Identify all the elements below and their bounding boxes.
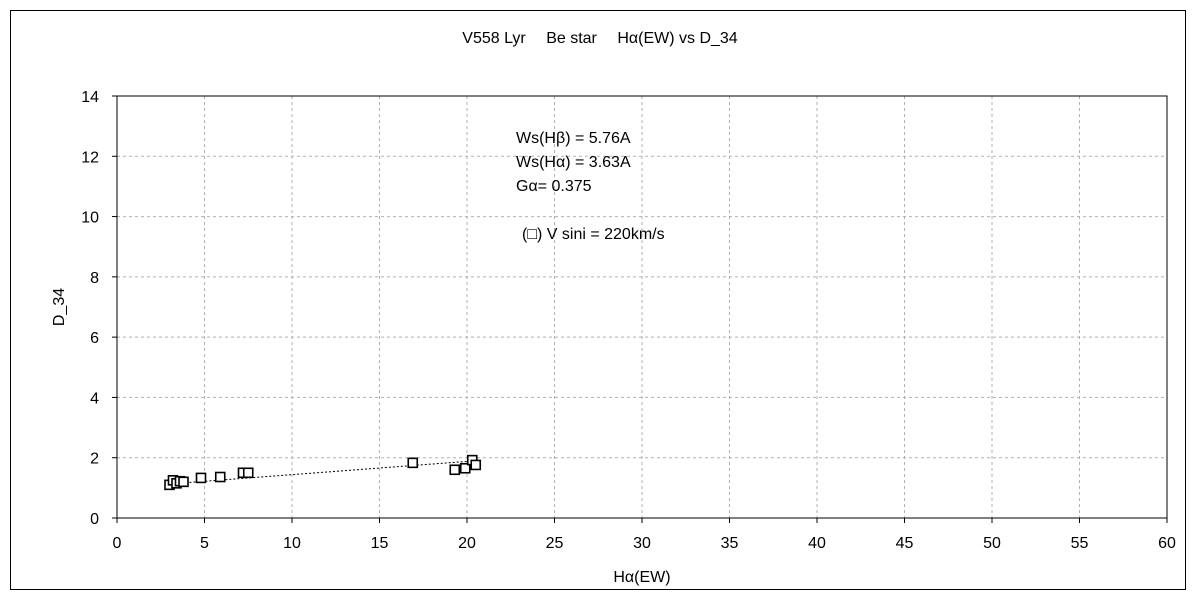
data-point [449,464,461,476]
y-tick-label: 4 [90,390,99,407]
data-point [407,457,419,469]
data-point [214,471,226,483]
data-point [459,462,471,474]
x-tick-label: 45 [896,535,914,552]
y-tick-label: 8 [90,270,99,287]
y-axis: 0 2 4 6 8 10 12 14 [81,89,117,528]
x-tick-label: 60 [1158,535,1176,552]
grid-lines [117,96,1167,518]
y-tick-label: 12 [81,149,99,166]
data-points [164,454,482,491]
x-tick-label: 40 [808,535,826,552]
data-point [195,472,207,484]
x-tick-label: 5 [200,535,209,552]
y-tick-label: 6 [90,330,99,347]
y-tick-label: 14 [81,89,99,106]
x-tick-label: 20 [458,535,476,552]
x-axis-label: Hα(EW) [613,569,670,586]
annotation-g-alpha: Gα= 0.375 [516,178,592,195]
trendline [169,460,476,485]
x-tick-label: 50 [983,535,1001,552]
data-point [242,467,254,479]
y-tick-label: 0 [90,511,99,528]
x-tick-label: 30 [633,535,651,552]
x-tick-label: 15 [371,535,389,552]
x-axis: 0 5 10 15 20 25 30 35 40 45 50 55 60 [113,518,1176,552]
x-tick-label: 0 [113,535,122,552]
annotation-vsini: (□) V sini = 220km/s [522,226,665,243]
data-point [178,476,189,488]
y-tick-label: 2 [90,451,99,468]
x-tick-label: 25 [546,535,564,552]
trendline-group [169,460,476,485]
chart-frame [10,10,1186,590]
x-tick-label: 35 [721,535,739,552]
annotation-ws-hbeta: Ws(Hβ) = 5.76A [516,130,631,147]
y-axis-label: D_34 [51,288,68,326]
annotation-ws-halpha: Ws(Hα) = 3.63A [516,154,631,171]
x-tick-label: 10 [283,535,301,552]
y-tick-label: 10 [81,210,99,227]
x-tick-label: 55 [1071,535,1089,552]
chart-title: V558 Lyr Be star Hα(EW) vs D_34 [462,30,738,47]
data-point [470,459,482,471]
